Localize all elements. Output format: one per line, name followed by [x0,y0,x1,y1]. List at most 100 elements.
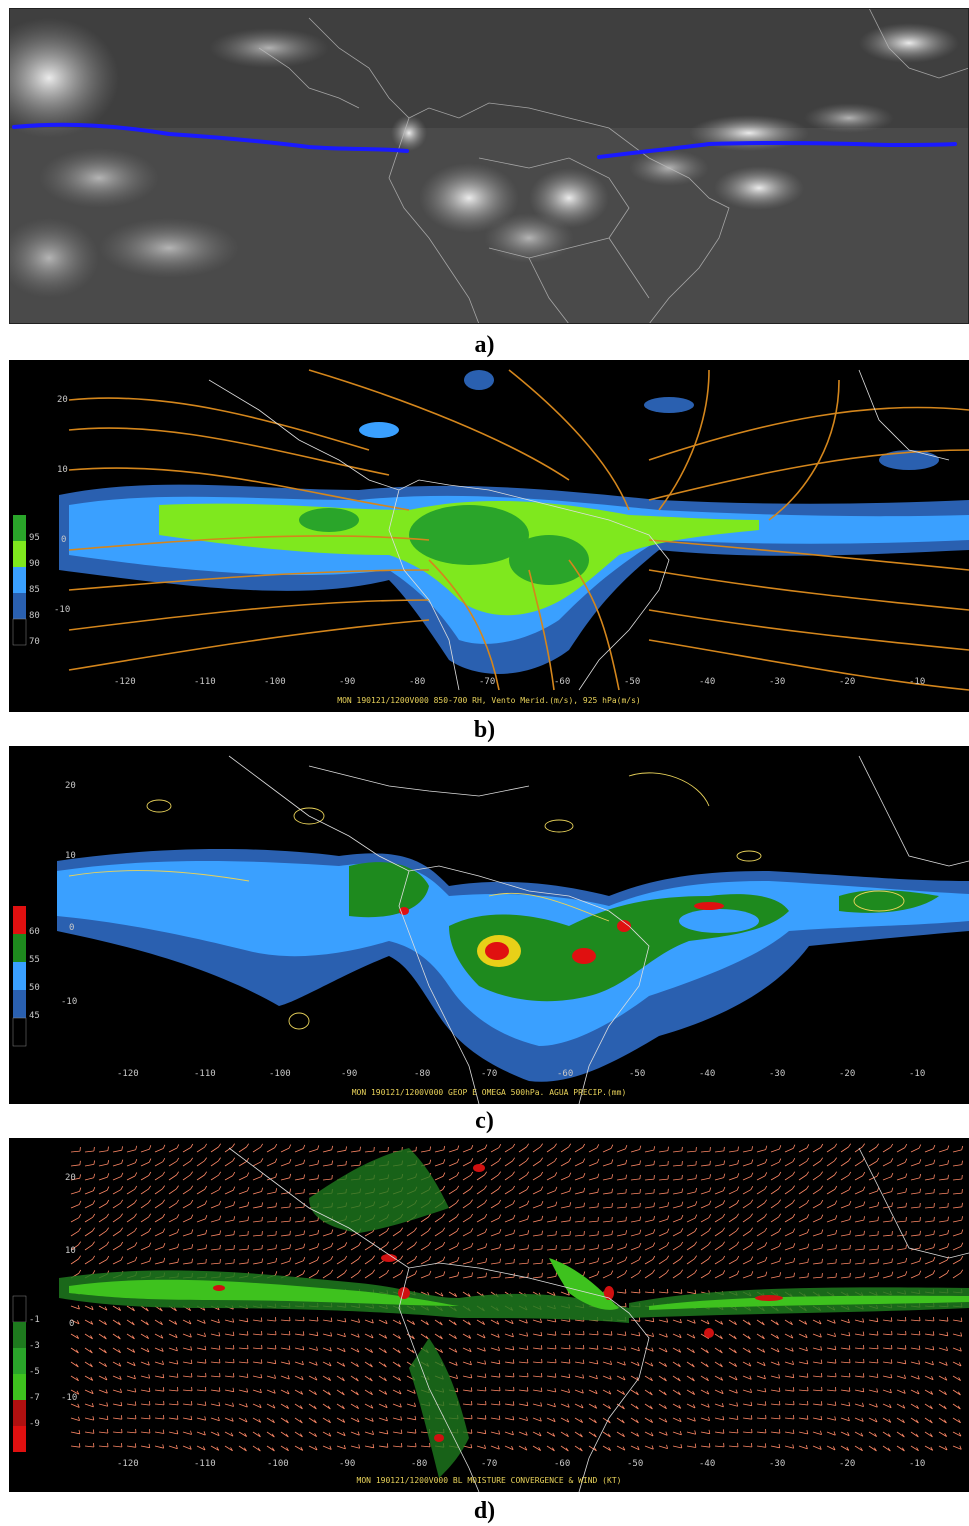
legend-label--5: -5 [29,1367,40,1377]
lon-tick: -70 [481,1459,497,1469]
lon-tick: -90 [339,1459,355,1469]
conv-legend: -1 -3 -5 -7 -9 [12,1295,40,1452]
lon-tick: -110 [194,1459,216,1469]
satellite-image-panel [9,8,969,324]
itcz-line-east [597,140,957,159]
lat-tick: -10 [61,997,77,1007]
legend-label--9: -9 [29,1419,40,1429]
streamlines [68,369,969,691]
lat-ticks: 20 10 0 -10 [54,395,70,615]
lon-tick: -50 [627,1459,643,1469]
lat-tick: 10 [57,465,68,475]
legend-label-80: 80 [29,611,40,621]
legend-label--3: -3 [29,1341,40,1351]
wind-barbs [70,1143,964,1452]
lon-tick: -120 [117,1459,139,1469]
itcz-line-west [12,122,409,153]
legend-label-45: 45 [29,1011,40,1021]
rh-streamline-map: 95 90 85 80 70 20 10 0 -10 -120 -110 -10… [9,360,969,712]
coastlines [228,755,969,1104]
rh-legend: 95 90 85 80 70 [12,515,40,647]
wind-barb-field [70,1143,964,1452]
coastlines [208,369,950,691]
lon-tick: -50 [624,677,640,687]
lon-tick: -90 [339,677,355,687]
omega-contours [68,772,905,1030]
caption-b: b) [473,717,496,743]
lon-ticks: -120 -110 -100 -90 -80 -70 -60 -50 -40 -… [114,677,925,687]
lat-tick: 20 [57,395,68,405]
lat-ticks: 20 10 0 -10 [61,781,77,1007]
lat-tick: 20 [65,781,76,791]
lat-tick: 0 [69,923,74,933]
rh-shading [59,370,969,674]
lon-ticks: -120 -110 -100 -90 -80 -70 -60 -50 -40 -… [117,1459,925,1469]
legend-label--7: -7 [29,1393,40,1403]
legend-label-70: 70 [29,637,40,647]
cloud-masses [9,18,959,298]
lat-tick: 10 [65,1246,76,1256]
caption-c: c) [475,1108,494,1134]
country-borders [258,8,969,324]
lon-tick: -90 [341,1069,357,1079]
lon-tick: -70 [479,677,495,687]
legend-label-85: 85 [29,585,40,595]
caption-d: d) [473,1498,496,1524]
legend-label-60: 60 [29,927,40,937]
precipitable-water-map-panel: 60 55 50 45 20 10 0 -10 -120 -110 -100 -… [9,746,969,1104]
lon-tick: -120 [117,1069,139,1079]
lon-tick: -20 [839,677,855,687]
coastlines [228,1147,969,1492]
lon-ticks: -120 -110 -100 -90 -80 -70 -60 -50 -40 -… [117,1069,925,1079]
legend-label-50: 50 [29,983,40,993]
lat-tick: -10 [61,1393,77,1403]
lon-tick: -100 [267,1459,289,1469]
lon-tick: -60 [554,677,570,687]
legend-label-95: 95 [29,533,40,543]
lat-ticks: 20 10 0 -10 [61,1173,77,1403]
lon-tick: -70 [481,1069,497,1079]
convergence-shading [59,1148,969,1478]
map-footer-d: MON 190121/1200V000 BL MOISTURE CONVERGE… [356,1476,622,1485]
lon-tick: -110 [194,677,216,687]
legend-label-90: 90 [29,559,40,569]
caption-a: a) [474,332,495,358]
map-footer-c: MON 190121/1200V000 GEOP E OMEGA 500hPa.… [351,1088,627,1097]
lon-tick: -50 [629,1069,645,1079]
lat-tick: 20 [65,1173,76,1183]
lon-tick: -30 [769,1069,785,1079]
lon-tick: -10 [909,677,925,687]
lon-tick: -100 [269,1069,291,1079]
lon-tick: -110 [194,1069,216,1079]
lon-tick: -40 [699,677,715,687]
lon-tick: -30 [769,1459,785,1469]
lat-tick: 10 [65,851,76,861]
lon-tick: -20 [839,1069,855,1079]
precipitable-water-map: 60 55 50 45 20 10 0 -10 -120 -110 -100 -… [9,746,969,1104]
lon-tick: -60 [554,1459,570,1469]
lon-tick: -40 [699,1069,715,1079]
lon-tick: -120 [114,677,136,687]
legend-label--1: -1 [29,1315,40,1325]
moisture-convergence-map: -1 -3 -5 -7 -9 20 10 0 -10 -120 -110 -10… [9,1138,969,1492]
pw-shading [57,849,969,1082]
lon-tick: -40 [699,1459,715,1469]
lon-tick: -80 [414,1069,430,1079]
map-footer-b: MON 190121/1200V000 850-700 RH, Vento Me… [337,696,641,705]
lat-tick: 0 [69,1319,74,1329]
moisture-convergence-map-panel: -1 -3 -5 -7 -9 20 10 0 -10 -120 -110 -10… [9,1138,969,1492]
legend-label-55: 55 [29,955,40,965]
satellite-image [9,8,969,324]
lon-tick: -60 [557,1069,573,1079]
pw-legend: 60 55 50 45 [12,906,40,1047]
lat-tick: -10 [54,605,70,615]
lon-tick: -80 [409,677,425,687]
lon-tick: -20 [839,1459,855,1469]
lat-tick: 0 [61,535,66,545]
lon-tick: -30 [769,677,785,687]
lon-tick: -80 [411,1459,427,1469]
lon-tick: -10 [909,1069,925,1079]
lon-tick: -10 [909,1459,925,1469]
rh-streamline-map-panel: 95 90 85 80 70 20 10 0 -10 -120 -110 -10… [9,360,969,712]
lon-tick: -100 [264,677,286,687]
